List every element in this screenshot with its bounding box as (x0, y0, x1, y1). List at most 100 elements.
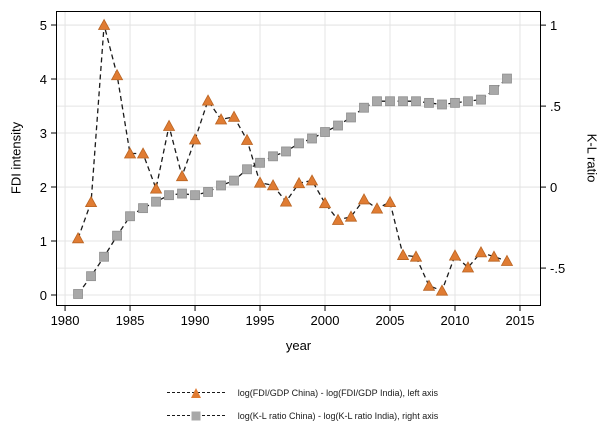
dashed-line-sample (166, 411, 225, 420)
data-point-fdi (305, 174, 319, 186)
data-point-fdi (318, 196, 332, 209)
right-axis-tick-label: -.5 (550, 260, 566, 276)
data-point-kl (372, 96, 382, 107)
data-point-kl (190, 190, 200, 201)
data-point-kl (411, 96, 421, 107)
data-point-fdi (279, 195, 293, 207)
data-point-fdi (162, 119, 176, 131)
left-axis-title: FDI intensity (8, 121, 24, 195)
data-point-fdi (474, 246, 488, 258)
x-axis-tick-label: 2000 (310, 313, 340, 328)
data-point-fdi (136, 147, 150, 159)
data-point-fdi (175, 169, 189, 182)
plot-canvas (51, 12, 546, 311)
data-point-fdi (149, 182, 163, 194)
data-point-kl (138, 203, 148, 214)
data-point-fdi (435, 284, 449, 296)
x-axis-title: year (285, 338, 312, 353)
data-point-fdi (383, 195, 397, 208)
data-point-kl (255, 157, 265, 168)
plot-area (51, 11, 546, 311)
series-line-kl (77, 78, 508, 295)
square-marker-icon (191, 411, 201, 420)
data-point-kl (502, 73, 512, 84)
data-point-fdi (448, 249, 462, 261)
x-axis-tick-label: 1990 (180, 313, 210, 328)
data-point-fdi (123, 147, 137, 159)
data-point-fdi (344, 210, 358, 222)
data-point-kl (294, 138, 304, 149)
data-point-kl (450, 97, 460, 108)
legend-label-kl: log(K-L ratio China) - log(K-L ratio Ind… (237, 410, 439, 421)
data-point-kl (268, 151, 278, 162)
legend-item-fdi: log(FDI/GDP China) - log(FDI/GDP India),… (166, 386, 439, 399)
data-point-kl (216, 180, 226, 191)
data-point-kl (177, 188, 187, 199)
data-point-kl (385, 96, 395, 107)
left-axis-tick-label: 0 (39, 287, 47, 303)
data-point-fdi (188, 133, 202, 145)
data-point-kl (476, 94, 486, 105)
data-point-kl (112, 230, 122, 241)
data-point-kl (203, 187, 213, 197)
x-axis-tick-label: 2010 (440, 313, 470, 328)
legend-entries: log(FDI/GDP China) - log(FDI/GDP India),… (166, 386, 439, 422)
data-point-fdi (396, 248, 410, 260)
data-point-fdi (240, 133, 254, 145)
right-axis-title: K-L ratio (584, 133, 600, 183)
series-line-fdi (77, 24, 508, 292)
data-point-fdi (201, 94, 215, 106)
data-point-kl (281, 146, 291, 157)
left-axis-tick-label: 1 (39, 233, 47, 249)
data-point-kl (463, 96, 473, 107)
data-point-kl (346, 112, 356, 123)
legend-item-kl: log(K-L ratio China) - log(K-L ratio Ind… (166, 409, 439, 422)
legend-label-fdi: log(FDI/GDP China) - log(FDI/GDP India),… (237, 387, 439, 398)
data-point-fdi (266, 179, 280, 191)
left-axis-tick-label: 5 (39, 17, 47, 33)
data-point-kl (307, 133, 317, 144)
data-point-kl (359, 102, 369, 113)
data-point-fdi (487, 250, 501, 262)
data-point-kl (242, 164, 252, 175)
left-axis-tick-label: 2 (39, 179, 47, 195)
left-axis-tick-label: 3 (39, 125, 47, 141)
data-point-kl (164, 190, 174, 201)
data-point-kl (125, 211, 135, 222)
x-axis-tick-label: 2005 (375, 313, 405, 328)
data-point-fdi (253, 176, 267, 188)
x-axis-tick-label: 1985 (115, 313, 145, 328)
data-point-fdi (331, 213, 345, 225)
data-point-fdi (409, 250, 423, 262)
legend: log(FDI/GDP China) - log(FDI/GDP India),… (0, 386, 605, 422)
data-point-kl (229, 175, 239, 186)
x-axis-tick-label: 2015 (505, 313, 535, 328)
data-point-kl (320, 127, 330, 137)
data-point-fdi (110, 68, 124, 81)
data-point-kl (151, 196, 161, 207)
data-point-kl (424, 97, 434, 108)
right-axis-tick-label: 1 (550, 17, 558, 33)
data-point-kl (489, 85, 499, 95)
data-point-fdi (84, 195, 98, 208)
data-point-fdi (461, 261, 475, 273)
x-axis-tick-label: 1980 (50, 313, 80, 328)
dashed-line-sample (166, 387, 225, 398)
data-point-fdi (292, 176, 306, 189)
data-point-kl (437, 99, 447, 110)
data-point-fdi (422, 279, 436, 291)
data-point-fdi (357, 193, 371, 205)
right-axis-tick-label: 0 (550, 179, 558, 195)
data-point-kl (73, 289, 83, 299)
data-point-fdi (214, 113, 228, 125)
left-axis-tick-label: 4 (39, 71, 47, 87)
data-point-fdi (370, 202, 384, 214)
data-point-kl (398, 96, 408, 107)
data-point-fdi (71, 231, 85, 244)
right-axis-tick-label: .5 (550, 98, 561, 114)
data-point-kl (333, 120, 343, 131)
data-point-fdi (97, 18, 111, 30)
data-point-kl (86, 271, 96, 282)
triangle-marker-icon (190, 387, 201, 398)
